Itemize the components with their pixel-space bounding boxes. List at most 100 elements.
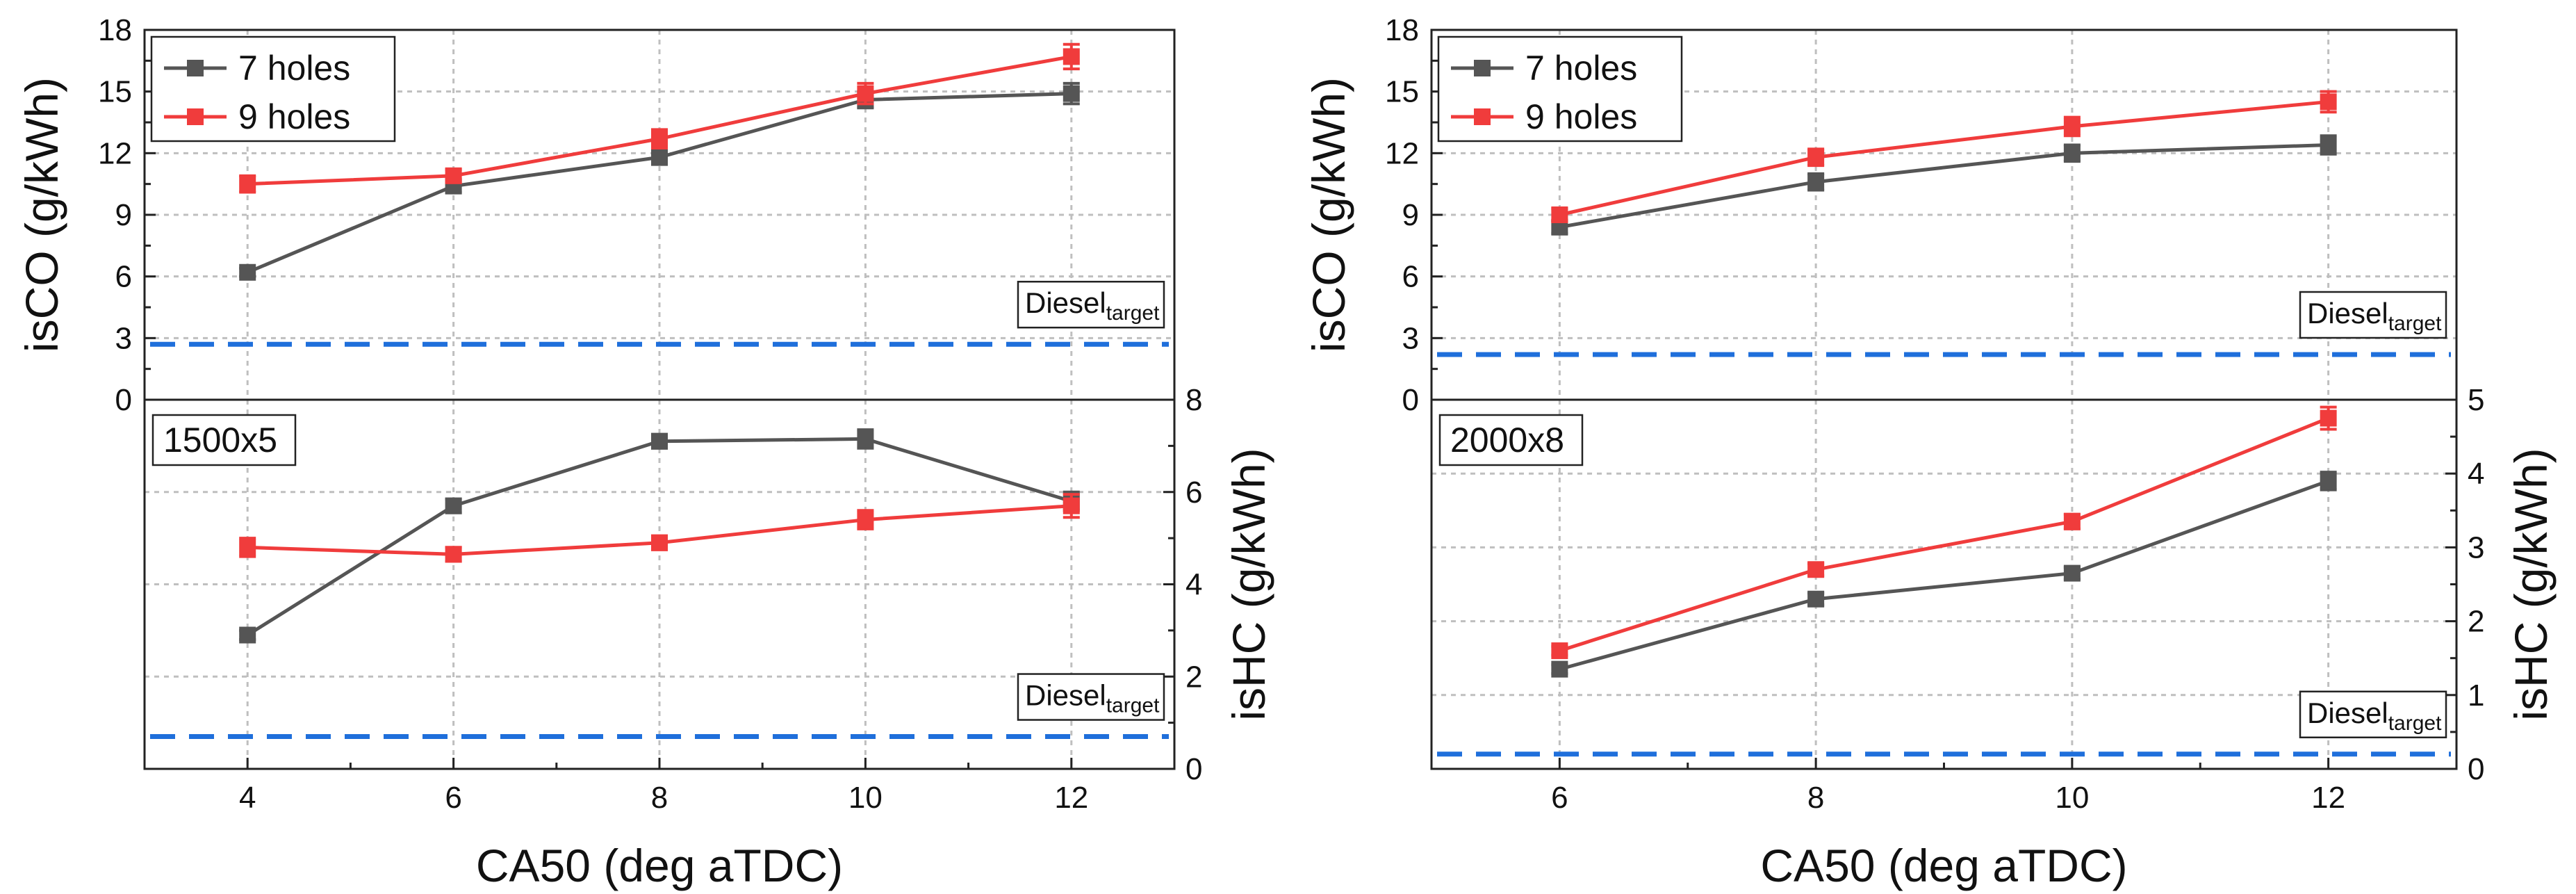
legend-swatch-marker [187,60,204,76]
data-point [857,511,874,528]
y-tick-label: 12 [1385,136,1419,170]
data-point [2320,136,2337,154]
y-axis-title: isHC (g/kWh) [2505,448,2557,720]
x-tick-label: 12 [1054,781,1088,815]
series-7-holes [1551,471,2337,678]
series-9-holes [1551,90,2337,223]
data-point [1807,561,1825,578]
y-tick-label: 2 [2468,605,2484,639]
y-tick-label: 0 [2468,752,2484,786]
data-point [651,534,668,551]
series-line [1559,416,2329,653]
legend-entry: 7 holes [238,49,350,88]
y-tick-label: 15 [98,75,132,109]
series-9-holes [1551,405,2337,660]
legend-swatch-marker [1474,108,1491,125]
y-tick-label: 6 [1402,260,1419,294]
x-tick-label: 8 [1807,781,1824,815]
y-tick-label: 8 [1186,383,1202,417]
diesel-target-label-sub: target [2388,312,2442,335]
diesel-target-label-main: Diesel [2307,697,2388,729]
diesel-target-label-main: Diesel [2307,297,2388,330]
x-tick-label: 6 [1551,781,1568,815]
diesel-target-label: Dieseltarget [1025,286,1160,325]
condition-label-box [1438,414,1584,466]
data-point [445,497,462,514]
data-point [2063,145,2081,162]
data-point [2320,409,2337,427]
diesel-target-label-main: Diesel [1025,679,1106,712]
legend-swatch-marker [1474,60,1491,76]
diesel-target-label-box [2299,291,2447,339]
diesel-target-label: Dieseltarget [2307,297,2442,335]
y-tick-label: 0 [115,383,132,417]
diesel-target-label-main: Diesel [1025,286,1106,319]
y-axis-title: isHC (g/kWh) [1223,448,1274,720]
data-point [1807,149,1825,166]
series-9-holes [239,42,1080,194]
data-point [1063,497,1080,514]
y-tick-label: 4 [2468,457,2484,491]
y-tick-label: 6 [1186,476,1202,510]
diesel-target-label-sub: target [1106,694,1160,717]
panel-left-top: 0 3 6 9 12 15 18 isCO (g/kWh) Dieseltarget 7 hole… [16,13,1176,417]
data-point [239,263,256,281]
data-point [1551,206,1568,223]
data-point [1063,85,1080,102]
y-tick-label: 0 [1402,383,1419,417]
data-point [2320,93,2337,111]
y-tick-label: 3 [2468,530,2484,564]
data-point [651,149,668,166]
y-axis-title: isCO (g/kWh) [1303,77,1354,352]
data-point [651,432,668,450]
diesel-target-label: Dieseltarget [2307,697,2442,735]
diesel-target-label-box [2299,690,2447,739]
data-point [2063,513,2081,530]
y-tick-label: 2 [1186,660,1202,694]
data-point [2063,117,2081,135]
legend: 7 holes 9 holes [1437,35,1683,143]
legend-entry: 9 holes [238,97,350,136]
series-9-holes [239,493,1080,563]
panel-right-top: 0 3 6 9 12 15 18 isCO (g/kWh) Dieseltarget 7 hole… [1303,13,2458,417]
data-point [1063,48,1080,65]
data-point [445,546,462,563]
y-axis-title: isCO (g/kWh) [16,77,67,352]
series-line [1559,99,2329,217]
y-tick-label: 4 [1186,568,1202,602]
y-tick-label: 18 [98,13,132,47]
legend: 7 holes 9 holes [150,35,396,143]
data-point [1551,642,1568,660]
y-tick-label: 15 [1385,75,1419,109]
data-point [857,430,874,448]
data-point [239,539,256,556]
x-tick-label: 8 [651,781,668,815]
series-line [1559,479,2329,672]
condition-label: 2000x8 [1450,421,1564,460]
diesel-target-label: Dieseltarget [1025,679,1160,717]
series-line [1559,143,2329,229]
condition-label-box [151,414,297,466]
data-point [1551,660,1568,678]
data-point [857,85,874,102]
x-tick-label: 10 [848,781,883,815]
y-tick-label: 9 [115,198,132,232]
y-tick-label: 12 [98,136,132,170]
x-tick-label: 10 [2055,781,2089,815]
y-tick-label: 1 [2468,678,2484,713]
diesel-target-label-box [1017,673,1165,721]
y-tick-label: 9 [1402,198,1419,232]
x-axis-title: CA50 (deg aTDC) [1760,840,2127,891]
data-point [239,626,256,644]
condition-label: 1500x5 [163,421,277,460]
x-tick-label: 4 [239,781,256,815]
y-tick-label: 5 [2468,383,2484,417]
x-axis-title: CA50 (deg aTDC) [476,840,843,891]
panel-left-bottom: 0 2 4 6 8 4 6 8 10 12 CA50 (deg aTDC) isHC (g/kWh) D… [143,383,1274,891]
legend-entry: 7 holes [1525,49,1637,88]
data-point [239,175,256,193]
diesel-target-label-box [1017,280,1165,329]
y-tick-label: 6 [115,260,132,294]
